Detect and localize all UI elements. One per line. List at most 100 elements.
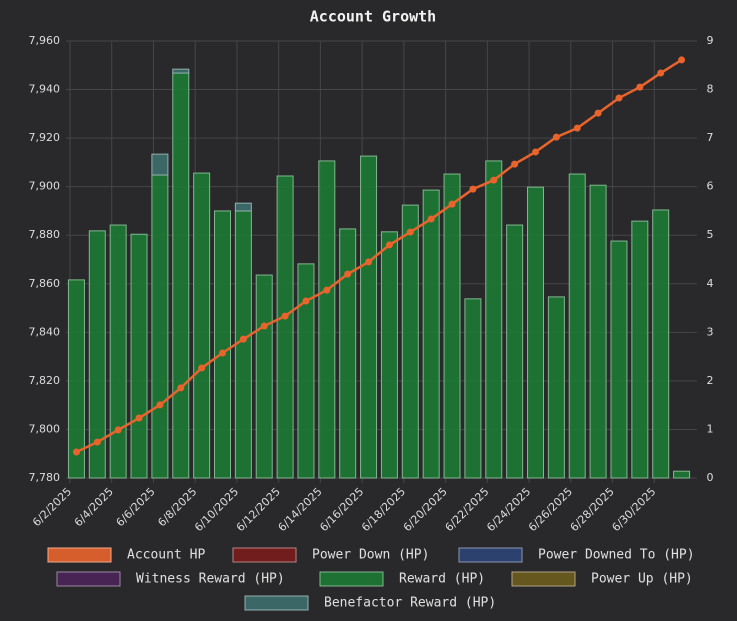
line-point bbox=[594, 109, 602, 117]
y2-tick-label: 1 bbox=[707, 422, 714, 435]
bar bbox=[234, 202, 252, 212]
y2-tick-label: 5 bbox=[707, 228, 714, 241]
bar bbox=[673, 470, 691, 479]
legend-label: Power Down (HP) bbox=[312, 548, 429, 563]
bar bbox=[652, 209, 670, 479]
bar bbox=[67, 279, 85, 479]
legend-label: Reward (HP) bbox=[399, 572, 485, 587]
y2-tick-label: 8 bbox=[707, 83, 714, 96]
x-tick-label: 6/24/2025 bbox=[484, 485, 533, 534]
y-tick-label: 7,780 bbox=[29, 471, 61, 484]
x-tick-label: 6/18/2025 bbox=[359, 485, 408, 534]
y2-tick-label: 0 bbox=[707, 471, 714, 484]
line-point bbox=[156, 401, 164, 409]
line-point bbox=[198, 364, 206, 372]
bar bbox=[276, 175, 294, 479]
line-point bbox=[532, 148, 539, 156]
y-tick-label: 7,820 bbox=[29, 374, 61, 387]
bar bbox=[631, 220, 649, 479]
legend-swatch bbox=[56, 571, 121, 587]
line-point bbox=[406, 228, 414, 236]
bar bbox=[172, 72, 190, 479]
line-point bbox=[636, 83, 644, 91]
y-tick-label: 7,800 bbox=[29, 422, 61, 435]
bar bbox=[339, 228, 357, 479]
y2-tick-label: 9 bbox=[707, 34, 714, 47]
x-tick-label: 6/14/2025 bbox=[276, 485, 325, 534]
y-tick-label: 7,960 bbox=[29, 34, 61, 47]
line-point bbox=[365, 258, 373, 266]
line-point bbox=[657, 69, 665, 77]
y-tick-label: 7,860 bbox=[29, 277, 61, 290]
bar bbox=[589, 184, 607, 479]
bar bbox=[422, 189, 440, 479]
line-point bbox=[573, 124, 581, 132]
x-tick-label: 6/26/2025 bbox=[526, 485, 575, 534]
bar bbox=[527, 186, 544, 479]
line-point bbox=[302, 297, 310, 305]
line-point bbox=[448, 200, 456, 208]
y2-tick-label: 2 bbox=[707, 374, 714, 387]
legend-swatch bbox=[319, 571, 384, 587]
bar bbox=[568, 173, 586, 479]
bar bbox=[485, 160, 503, 479]
y2-tick-label: 4 bbox=[707, 277, 714, 290]
line-point bbox=[177, 384, 185, 392]
legend-label: Account HP bbox=[127, 548, 205, 563]
x-tick-label: 6/20/2025 bbox=[401, 485, 450, 534]
bar bbox=[234, 210, 252, 479]
bar bbox=[401, 204, 419, 479]
line-point bbox=[344, 270, 352, 278]
bar bbox=[318, 160, 336, 479]
y2-tick-label: 6 bbox=[707, 180, 714, 193]
y-tick-label: 7,880 bbox=[29, 228, 61, 241]
x-tick-label: 6/8/2025 bbox=[155, 485, 199, 529]
bar bbox=[109, 224, 127, 479]
bar bbox=[380, 231, 398, 479]
bar bbox=[547, 296, 565, 479]
line-point bbox=[72, 448, 80, 456]
bar bbox=[297, 263, 315, 479]
x-tick-label: 6/22/2025 bbox=[442, 485, 491, 534]
x-tick-label: 6/16/2025 bbox=[317, 485, 366, 534]
bar bbox=[172, 68, 190, 74]
legend-label: Power Up (HP) bbox=[591, 572, 693, 587]
legend-label: Power Downed To (HP) bbox=[538, 548, 695, 563]
bar bbox=[130, 233, 148, 479]
x-tick-label: 6/10/2025 bbox=[192, 485, 241, 534]
line-point bbox=[552, 133, 560, 141]
legend-label: Benefactor Reward (HP) bbox=[324, 596, 496, 611]
bar bbox=[255, 274, 273, 479]
line-point bbox=[511, 160, 519, 168]
bar bbox=[464, 298, 482, 479]
line-point bbox=[219, 349, 226, 357]
y2-tick-label: 3 bbox=[707, 325, 714, 338]
chart-title: Account Growth bbox=[310, 8, 436, 26]
x-tick-label: 6/28/2025 bbox=[568, 485, 617, 534]
legend-swatch bbox=[511, 571, 576, 587]
bar bbox=[214, 210, 231, 479]
bar bbox=[193, 172, 211, 479]
line-point bbox=[385, 241, 393, 249]
y-tick-label: 7,940 bbox=[29, 83, 61, 96]
y-tick-label: 7,840 bbox=[29, 325, 61, 338]
x-tick-label: 6/30/2025 bbox=[609, 485, 658, 534]
line-point bbox=[239, 335, 247, 343]
line-point bbox=[678, 56, 686, 64]
line-point bbox=[469, 185, 477, 193]
bar bbox=[610, 240, 628, 479]
line bbox=[75, 58, 683, 454]
bar bbox=[360, 155, 378, 479]
bar bbox=[151, 174, 169, 479]
legend-swatch bbox=[232, 547, 297, 563]
y-tick-label: 7,900 bbox=[29, 180, 61, 193]
bar bbox=[443, 173, 461, 479]
line-point bbox=[281, 312, 289, 320]
x-tick-label: 6/2/2025 bbox=[30, 485, 74, 529]
bar bbox=[151, 153, 169, 176]
legend-label: Witness Reward (HP) bbox=[136, 572, 285, 587]
legend-swatch bbox=[458, 547, 523, 563]
bar bbox=[88, 230, 106, 479]
line-point bbox=[615, 94, 623, 102]
